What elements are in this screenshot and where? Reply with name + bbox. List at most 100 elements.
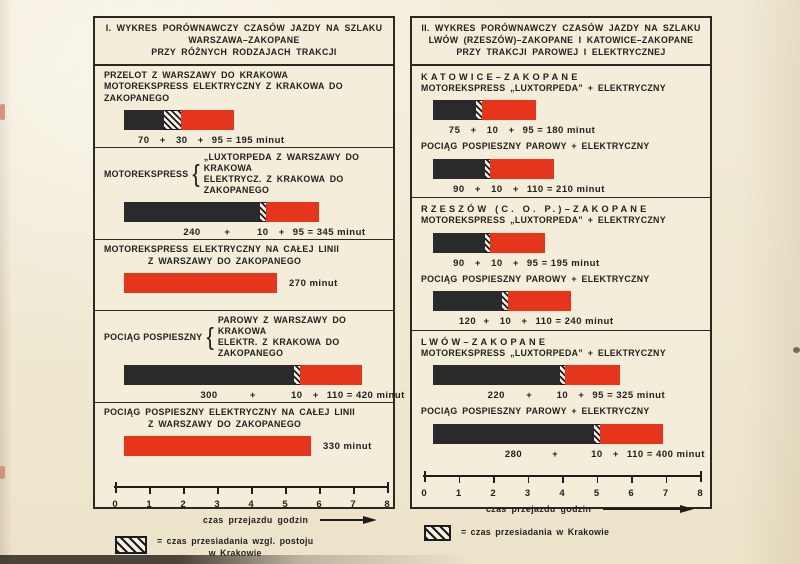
bar-segment-hatch-icon (559, 365, 566, 386)
chart-section: RZESZÓW (C. O. P.)–ZAKOPANE MOTOREKSPRESS… (412, 197, 710, 270)
bar-segment-red (507, 291, 571, 312)
plus-sign: + (312, 390, 319, 402)
bar-segment-red (490, 232, 546, 253)
plus-sign: + (470, 125, 477, 137)
bar-segment-black (433, 423, 594, 444)
brace-lines: „LUXTORPEDA Z WARSZAWY DO KRAKOWA ELEKTRY… (204, 152, 385, 196)
axis-tick-label: 3 (214, 499, 220, 511)
axis-tick (493, 476, 495, 484)
total-label: 95 = 325 minut (592, 390, 666, 402)
section-header: POCIĄG POSPIESZNY PAROWY + ELEKTRYCZNY (421, 406, 702, 418)
total-label: 95 = 345 minut (292, 227, 366, 239)
bar-segment-red (565, 365, 620, 386)
scan-artifact (793, 347, 800, 353)
section-header: MOTOREKSPRESS{„LUXTORPEDA Z WARSZAWY DO … (104, 152, 385, 196)
header-line: PAROWY Z WARSZAWY DO KRAKOWA (217, 315, 347, 337)
time-bar (124, 365, 385, 386)
legend-swatch-hatch-icon (424, 525, 451, 542)
legend-line: = czas przesiadania w Krakowie (461, 527, 610, 538)
axis-tick (596, 476, 598, 484)
axis-tick-label: 5 (282, 499, 288, 511)
arrow-line (320, 519, 363, 522)
plus-sign: + (521, 316, 528, 328)
bar-segment-hatch-icon (476, 100, 482, 121)
time-bar (433, 232, 702, 253)
time-bar: 330 minut (124, 436, 385, 457)
section-header: POCIĄG POSPIESZNY ELEKTRYCZNY NA CAŁEJ L… (104, 407, 385, 430)
bar-segment-red (124, 436, 311, 457)
sum-value: 240 (183, 227, 201, 239)
axis-arrow-icon (320, 516, 377, 525)
scan-artifact (0, 466, 5, 479)
axis-tick-label: 1 (146, 499, 152, 511)
total-label: 95 = 180 minut (522, 125, 596, 137)
axis-tick-label: 0 (421, 488, 427, 500)
bar-segment-red (124, 273, 277, 294)
bar-segment-hatch-icon (163, 110, 181, 131)
axis-tick-label: 8 (384, 499, 390, 511)
axis-tick-label: 3 (524, 488, 531, 500)
plus-sign: + (278, 227, 285, 239)
chart-section: POCIĄG POSPIESZNY PAROWY + ELEKTRYCZNY 28… (412, 402, 710, 462)
axis-tick-label: 5 (593, 488, 600, 500)
plus-sign: + (508, 125, 515, 137)
axis-tick-label: 8 (697, 488, 703, 500)
sum-label: 240 +10 +95 = 345 minut (104, 227, 385, 239)
axis-tick-label: 7 (350, 499, 356, 511)
bar-segment-black (433, 291, 502, 312)
panel-lwow-katowice-zakopane: II. WYKRES PORÓWNAWCZY CZASÓW JAZDY NA S… (410, 16, 712, 542)
bar-segment-red (265, 202, 320, 223)
page-shadow (0, 555, 470, 564)
header-line: POCIĄG POSPIESZNY PAROWY + ELEKTRYCZNY (421, 141, 650, 152)
axis-tick-label: 1 (455, 488, 462, 500)
axis-tick (353, 487, 355, 495)
time-bar (433, 158, 702, 179)
legend-swatch-hatch-icon (115, 536, 147, 555)
sum-value: 120 (458, 316, 477, 328)
bar-segment-red (180, 110, 235, 131)
section-header: MOTOREKSPRESS ELEKTRYCZNY NA CAŁEJ LINII… (104, 244, 385, 267)
bar-segment-black (433, 158, 485, 179)
axis-tick (183, 487, 185, 495)
header-line: PRZELOT Z WARSZAWY DO KRAKOWA (104, 69, 289, 80)
route-header: RZESZÓW (C. O. P.)–ZAKOPANE (421, 204, 650, 215)
total-label: 110 = 210 minut (526, 183, 605, 195)
time-bar (433, 291, 702, 312)
panel-warszawa-zakopane: I. WYKRES PORÓWNAWCZY CZASÓW JAZDY NA SZ… (93, 16, 404, 558)
axis-tick (251, 487, 253, 495)
chart-section: POCIĄG POSPIESZNY PAROWY + ELEKTRYCZNY 90… (412, 137, 710, 197)
sum-value: 10 (291, 390, 303, 402)
bar-segment-black (124, 110, 164, 131)
plus-sign: + (249, 390, 256, 402)
plus-sign: + (197, 135, 204, 147)
title-line: WARSZAWA–ZAKOPANE (188, 34, 300, 45)
sum-value: 30 (176, 135, 188, 147)
plus-sign: + (159, 135, 166, 147)
sum-value: 10 (491, 257, 503, 269)
axis-tick-label: 0 (112, 499, 118, 511)
plus-sign: + (474, 257, 481, 269)
plus-sign: + (512, 257, 519, 269)
bar-segment-hatch-icon (484, 232, 491, 253)
time-bar (433, 423, 702, 444)
bar-segment-black (433, 232, 485, 253)
header-line: MOTOREKSPRESS „LUXTORPEDA” + ELEKTRYCZNY (421, 82, 666, 93)
chart-section: MOTOREKSPRESS ELEKTRYCZNY NA CAŁEJ LINII… (95, 239, 393, 310)
bar-segment-hatch-icon (260, 202, 266, 223)
header-label: POCIĄG POSPIESZNY (104, 332, 203, 343)
brace-lines: PAROWY Z WARSZAWY DO KRAKOWA ELEKTR. Z KR… (218, 315, 385, 359)
section-header: MOTOREKSPRESS „LUXTORPEDA” + ELEKTRYCZNY (421, 348, 702, 360)
total-label: 110 = 420 minut (326, 390, 405, 402)
sum-label: 90 +10 +95 = 195 minut (421, 258, 702, 270)
section-header: PRZELOT Z WARSZAWY DO KRAKOWA MOTOREKSPRE… (104, 70, 385, 105)
bar-segment-black (124, 365, 294, 386)
time-bar (124, 202, 385, 223)
bar-segment-hatch-icon (502, 291, 508, 312)
axis-tick (285, 487, 287, 495)
sum-label: 120 +10 +110 = 240 minut (421, 316, 702, 328)
axis-caption: czas przejazdu godzin (95, 513, 393, 527)
chart-section: PRZELOT Z WARSZAWY DO KRAKOWA MOTOREKSPRE… (95, 66, 393, 148)
bar-segment-red (481, 100, 537, 121)
sum-value: 10 (257, 227, 269, 239)
title-line: LWÓW (RZESZÓW)–ZAKOPANE I KATOWICE–ZAKOP… (428, 34, 694, 45)
